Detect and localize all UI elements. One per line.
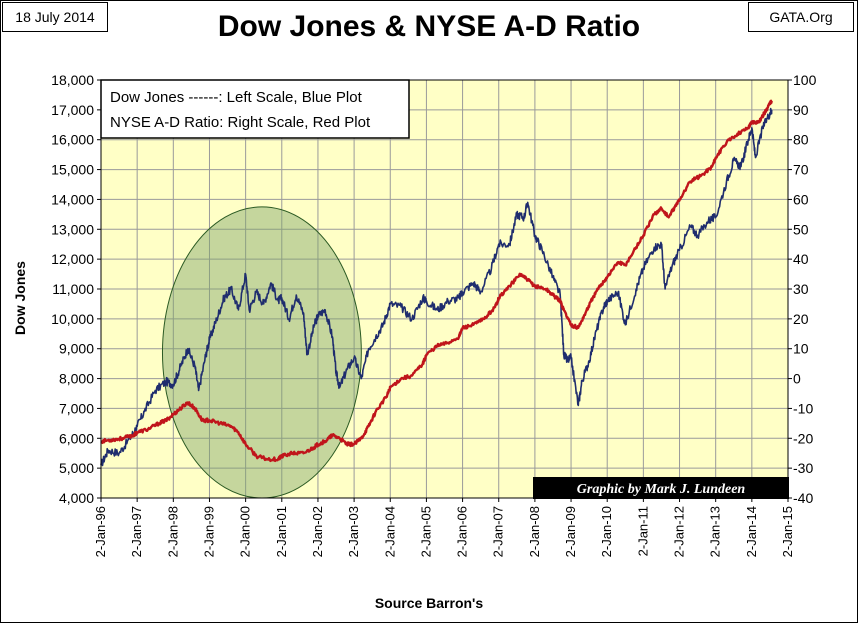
x-tick-label: 2-Jan-07 [491, 506, 506, 557]
x-tick-label: 2-Jan-98 [165, 506, 180, 557]
y-left-tick-label: 6,000 [59, 430, 94, 446]
x-tick-label: 2-Jan-02 [310, 506, 325, 557]
x-tick-label: 2-Jan-01 [274, 506, 289, 557]
y-left-tick-label: 7,000 [59, 400, 94, 416]
x-tick-label: 2-Jan-06 [455, 506, 470, 557]
y-left-tick-label: 10,000 [51, 311, 94, 327]
y-left-tick-label: 17,000 [51, 102, 94, 118]
y-right-tick-label: 60 [793, 191, 809, 207]
y-right-tick-label: 50 [793, 221, 809, 237]
x-tick-label: 2-Jan-08 [527, 506, 542, 557]
date-box: 18 July 2014 [2, 2, 108, 32]
y-right-tick-label: -30 [793, 460, 813, 476]
y-right-tick-label: 10 [793, 341, 809, 357]
x-tick-label: 2-Jan-09 [563, 506, 578, 557]
legend-entry-dow: Dow Jones ------: Left Scale, Blue Plot [110, 89, 363, 106]
x-tick-label: 2-Jan-99 [201, 506, 216, 557]
y-right-tick-label: 30 [793, 281, 809, 297]
chart-title: Dow Jones & NYSE A-D Ratio [217, 10, 641, 43]
right-axis: -40 -30 -20 -10 0 10 20 30 40 50 60 70 80 90 100 [788, 72, 817, 506]
y-right-tick-label: -20 [793, 430, 813, 446]
x-tick-label: 2-Jan-03 [346, 506, 361, 557]
y-left-tick-label: 5,000 [59, 460, 94, 476]
series-line-nyse-ad-ratio [100, 99, 773, 463]
y-left-tick-label: 8,000 [59, 371, 94, 387]
y-left-tick-label: 16,000 [51, 132, 94, 148]
y-right-tick-label: 0 [793, 371, 801, 387]
x-tick-label: 2-Jan-97 [129, 506, 144, 557]
gridlines [100, 79, 789, 499]
left-axis: 4,000 5,000 6,000 7,000 8,000 9,000 10,000 11,0… [51, 72, 101, 506]
y-right-tick-label: -10 [793, 400, 813, 416]
series-layer [100, 99, 773, 467]
y-left-tick-label: 13,000 [51, 221, 94, 237]
y-left-tick-label: 9,000 [59, 341, 94, 357]
series-line-dow-jones [100, 107, 773, 467]
y-right-tick-label: 80 [793, 132, 809, 148]
x-tick-label: 2-Jan-15 [780, 506, 795, 557]
legend: Dow Jones ------: Left Scale, Blue Plot … [100, 79, 410, 139]
credit-annotation: Graphic by Mark J. Lundeen [533, 477, 789, 499]
y-left-tick-label: 4,000 [59, 490, 94, 506]
x-axis-label: Source Barron's [374, 595, 484, 611]
y-left-tick-label: 12,000 [51, 251, 94, 267]
highlight-ellipse [161, 206, 362, 499]
y-left-tick-label: 18,000 [51, 72, 94, 88]
source-tag-box: GATA.Org [748, 2, 854, 32]
legend-entry-ad-ratio: NYSE A-D Ratio: Right Scale, Red Plot [110, 114, 371, 131]
x-tick-label: 2-Jan-04 [382, 506, 397, 557]
x-tick-label: 2-Jan-00 [238, 506, 253, 557]
y-left-tick-label: 15,000 [51, 162, 94, 178]
y-left-tick-label: 14,000 [51, 191, 94, 207]
credit-text: Graphic by Mark J. Lundeen [577, 482, 746, 497]
y-left-tick-label: 11,000 [52, 281, 94, 297]
y-right-tick-label: 70 [793, 162, 809, 178]
y-axis-label: Dow Jones [12, 261, 28, 335]
y-right-tick-label: 100 [793, 72, 817, 88]
x-tick-label: 2-Jan-10 [599, 506, 614, 557]
x-tick-label: 2-Jan-11 [635, 506, 650, 556]
y-right-tick-label: 90 [793, 102, 809, 118]
x-tick-label: 2-Jan-12 [672, 506, 687, 557]
x-axis: 2-Jan-96 2-Jan-97 2-Jan-98 2-Jan-99 2-Jan-00… [93, 498, 795, 557]
x-tick-label: 2-Jan-14 [744, 506, 759, 557]
credit-box [533, 477, 789, 499]
y-right-tick-label: 20 [793, 311, 809, 327]
x-tick-label: 2-Jan-05 [418, 506, 433, 557]
x-tick-label: 2-Jan-96 [93, 506, 108, 557]
y-right-tick-label: -40 [793, 490, 813, 506]
x-tick-label: 2-Jan-13 [708, 506, 723, 557]
legend-box [100, 79, 410, 139]
y-right-tick-label: 40 [793, 251, 809, 267]
